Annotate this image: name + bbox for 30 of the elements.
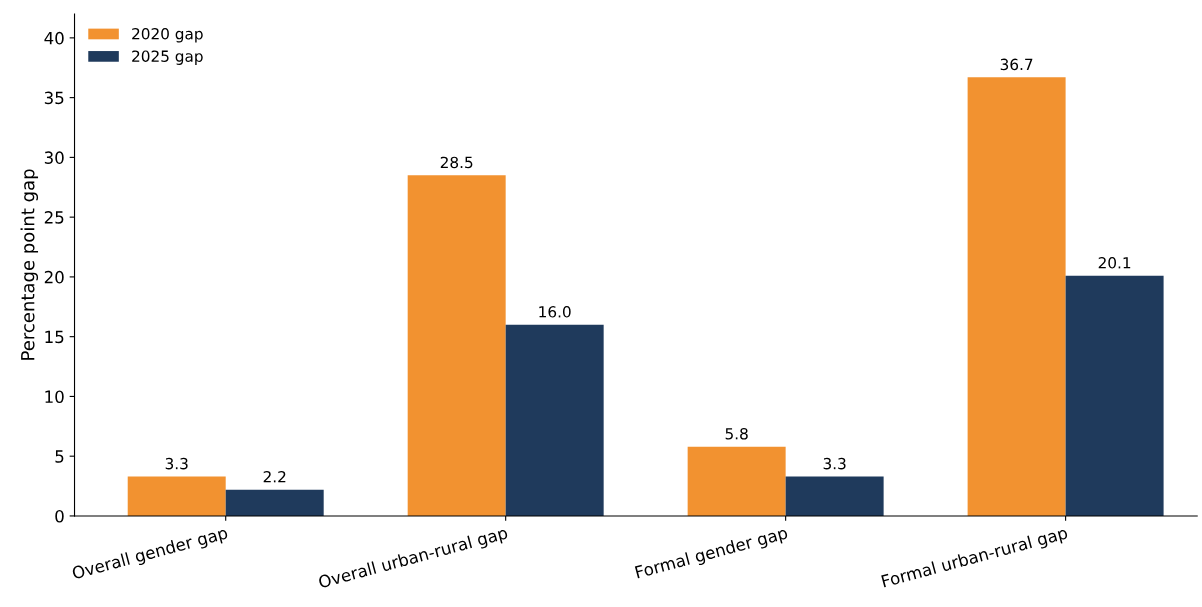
legend-label: 2025 gap bbox=[132, 50, 203, 65]
data-label: 2.2 bbox=[263, 470, 286, 483]
bar bbox=[407, 175, 506, 516]
bar bbox=[967, 77, 1066, 516]
data-label: 3.3 bbox=[823, 457, 846, 470]
y-tick-label: 20 bbox=[44, 270, 64, 284]
bar bbox=[127, 476, 226, 516]
bar bbox=[505, 324, 604, 516]
y-axis-title: Percentage point gap bbox=[20, 169, 39, 360]
data-label: 16.0 bbox=[539, 306, 571, 318]
y-tick-label: 15 bbox=[45, 330, 64, 344]
data-label: 36.7 bbox=[1000, 58, 1033, 71]
bar bbox=[1065, 275, 1164, 516]
x-tick-label: Formal gender gap bbox=[634, 525, 789, 582]
y-tick-label: 10 bbox=[45, 390, 64, 403]
legend-label: 2020 gap bbox=[132, 27, 203, 43]
bar bbox=[225, 489, 324, 516]
bar bbox=[785, 476, 884, 516]
data-label: 20.1 bbox=[1098, 257, 1131, 269]
y-tick-label: 30 bbox=[44, 151, 64, 164]
y-tick-label: 5 bbox=[55, 450, 64, 463]
x-tick-label: Overall gender gap bbox=[71, 525, 229, 583]
data-label: 3.3 bbox=[165, 457, 188, 470]
data-label: 28.5 bbox=[440, 156, 473, 169]
y-tick-label: 0 bbox=[55, 509, 64, 523]
y-tick-label: 25 bbox=[44, 211, 64, 224]
data-label: 5.8 bbox=[725, 427, 748, 440]
y-tick-label: 35 bbox=[44, 91, 64, 105]
y-tick-label: 40 bbox=[44, 31, 64, 45]
bar bbox=[687, 446, 786, 516]
